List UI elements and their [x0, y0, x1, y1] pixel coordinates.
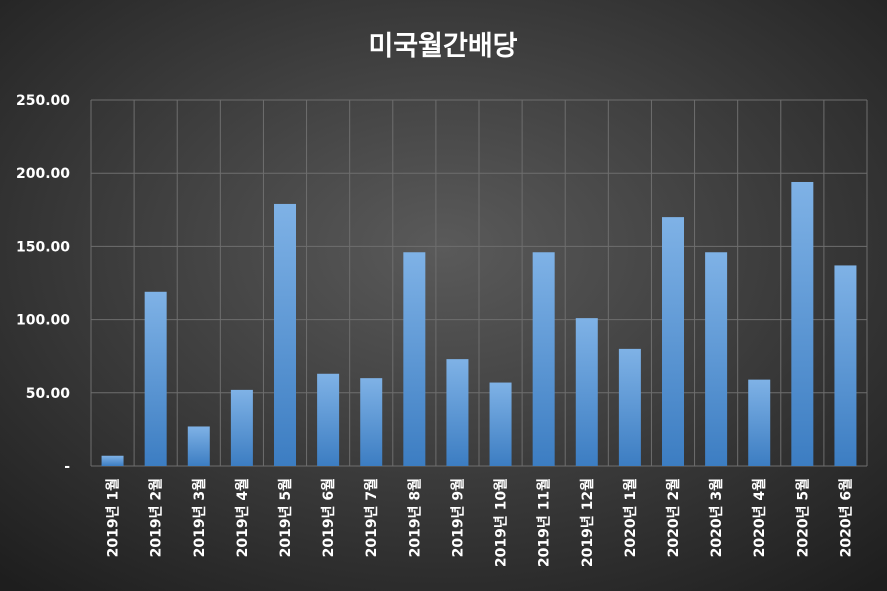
x-tick-label: 2019년 10월 [493, 478, 510, 567]
x-tick-label: 2019년 11월 [536, 478, 553, 567]
bar [230, 389, 253, 466]
bar [575, 318, 598, 466]
grid-lines [90, 99, 868, 467]
bar [360, 378, 383, 466]
y-tick-label: - [64, 459, 70, 475]
bar [834, 265, 857, 466]
x-tick-label: 2019년 3월 [191, 478, 208, 557]
bar [489, 382, 512, 466]
x-tick-label: 2019년 8월 [406, 478, 423, 557]
bar [101, 455, 124, 466]
x-tick-label: 2020년 6월 [837, 478, 854, 557]
bar [144, 291, 167, 466]
x-tick-label: 2019년 1월 [105, 478, 122, 557]
x-tick-label: 2019년 7월 [363, 478, 380, 557]
y-tick-label: 250.00 [16, 93, 70, 109]
x-tick-label: 2020년 1월 [622, 478, 639, 557]
bar [187, 426, 210, 466]
bar [317, 373, 340, 466]
x-tick-label: 2020년 2월 [665, 478, 682, 557]
bar [446, 359, 469, 466]
bar [662, 217, 684, 466]
x-tick-label: 2020년 3월 [708, 478, 725, 557]
x-tick-label: 2019년 6월 [320, 478, 337, 557]
y-tick-label: 50.00 [26, 386, 71, 402]
y-tick-label: 150.00 [16, 239, 70, 255]
bar [532, 252, 555, 466]
chart-title: 미국월간배당 [368, 31, 517, 62]
x-axis-tick-labels: 2019년 1월 2019년 2월 2019년 3월 2019년 4월 2019년 5월… [105, 478, 855, 567]
x-tick-label: 2019년 12월 [579, 478, 596, 567]
x-tick-label: 2020년 4월 [751, 478, 768, 557]
bar [403, 252, 426, 466]
bar [705, 252, 728, 466]
y-axis-tick-labels: - 50.00 100.00 150.00 200.00 250.00 [16, 93, 70, 475]
bar [748, 379, 771, 466]
x-tick-label: 2019년 5월 [277, 478, 294, 557]
bars [101, 181, 857, 466]
y-tick-label: 100.00 [16, 313, 70, 329]
x-tick-label: 2019년 4월 [234, 478, 251, 557]
x-tick-label: 2019년 2월 [148, 478, 165, 557]
bar [791, 181, 814, 466]
bar [274, 203, 296, 466]
x-tick-label: 2020년 5월 [794, 478, 811, 557]
x-tick-label: 2019년 9월 [449, 478, 466, 557]
bar [618, 348, 641, 466]
y-tick-label: 200.00 [16, 166, 70, 182]
